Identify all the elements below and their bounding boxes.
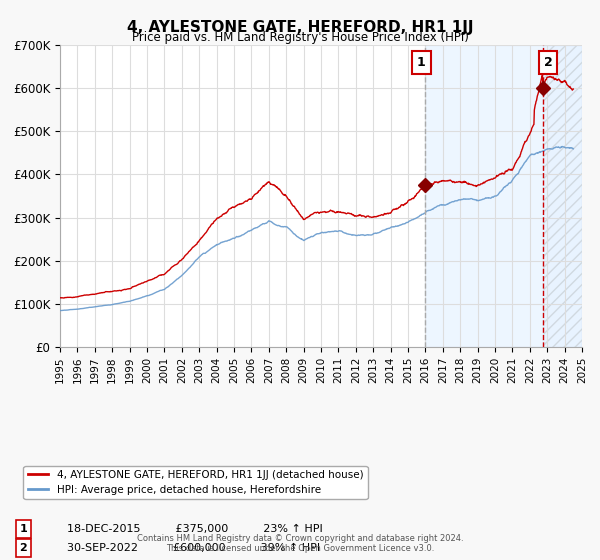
Bar: [425, 45, 582, 347]
Text: 4, AYLESTONE GATE, HEREFORD, HR1 1JJ: 4, AYLESTONE GATE, HEREFORD, HR1 1JJ: [127, 20, 473, 35]
Text: 2: 2: [544, 55, 553, 68]
Legend: 4, AYLESTONE GATE, HEREFORD, HR1 1JJ (detached house), HPI: Average price, detac: 4, AYLESTONE GATE, HEREFORD, HR1 1JJ (de…: [23, 466, 368, 499]
Text: Contains HM Land Registry data © Crown copyright and database right 2024.
This d: Contains HM Land Registry data © Crown c…: [137, 534, 463, 553]
Text: 18-DEC-2015          £375,000          23% ↑ HPI: 18-DEC-2015 £375,000 23% ↑ HPI: [60, 524, 323, 534]
Text: 2: 2: [20, 543, 28, 553]
Text: 1: 1: [20, 524, 28, 534]
Bar: [543, 45, 582, 347]
Text: Price paid vs. HM Land Registry's House Price Index (HPI): Price paid vs. HM Land Registry's House …: [131, 31, 469, 44]
Text: 30-SEP-2022          £600,000          39% ↑ HPI: 30-SEP-2022 £600,000 39% ↑ HPI: [60, 543, 320, 553]
Text: 1: 1: [417, 55, 425, 68]
Bar: [543, 45, 582, 347]
